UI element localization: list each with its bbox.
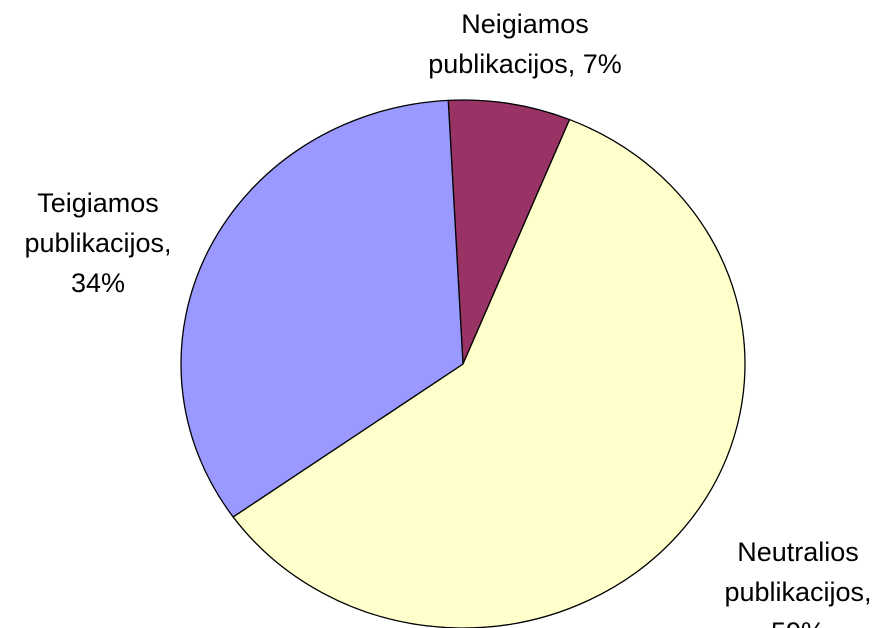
pie-labels: Neigiamos publikacijos, 7% Neutralios publi… [24, 9, 871, 628]
pie-slice-neigiamos-publikacijos [447, 99, 571, 365]
pie-label-line: 59% [771, 617, 825, 628]
pie-label-line: Teigiamos [37, 188, 159, 218]
pie-label-line: publikacijos, 7% [428, 49, 622, 79]
pie-label-line: publikacijos, [724, 577, 871, 607]
pie-label-line: 34% [71, 268, 125, 298]
pie-slice-neutralios-publikacijos [232, 118, 746, 628]
pie-label-line: publikacijos, [24, 228, 171, 258]
pie-label-teigiamos-publikacijos: Teigiamos publikacijos, 34% [24, 188, 171, 298]
pie-slices [180, 99, 746, 628]
pie-label-line: Neutralios [737, 537, 859, 567]
pie-label-neigiamos-publikacijos: Neigiamos publikacijos, 7% [428, 9, 622, 79]
pie-label-line: Neigiamos [461, 9, 589, 39]
pie-slice-teigiamos-publikacijos [180, 99, 464, 518]
pie-label-neutralios-publikacijos: Neutralios publikacijos, 59% [724, 537, 871, 628]
